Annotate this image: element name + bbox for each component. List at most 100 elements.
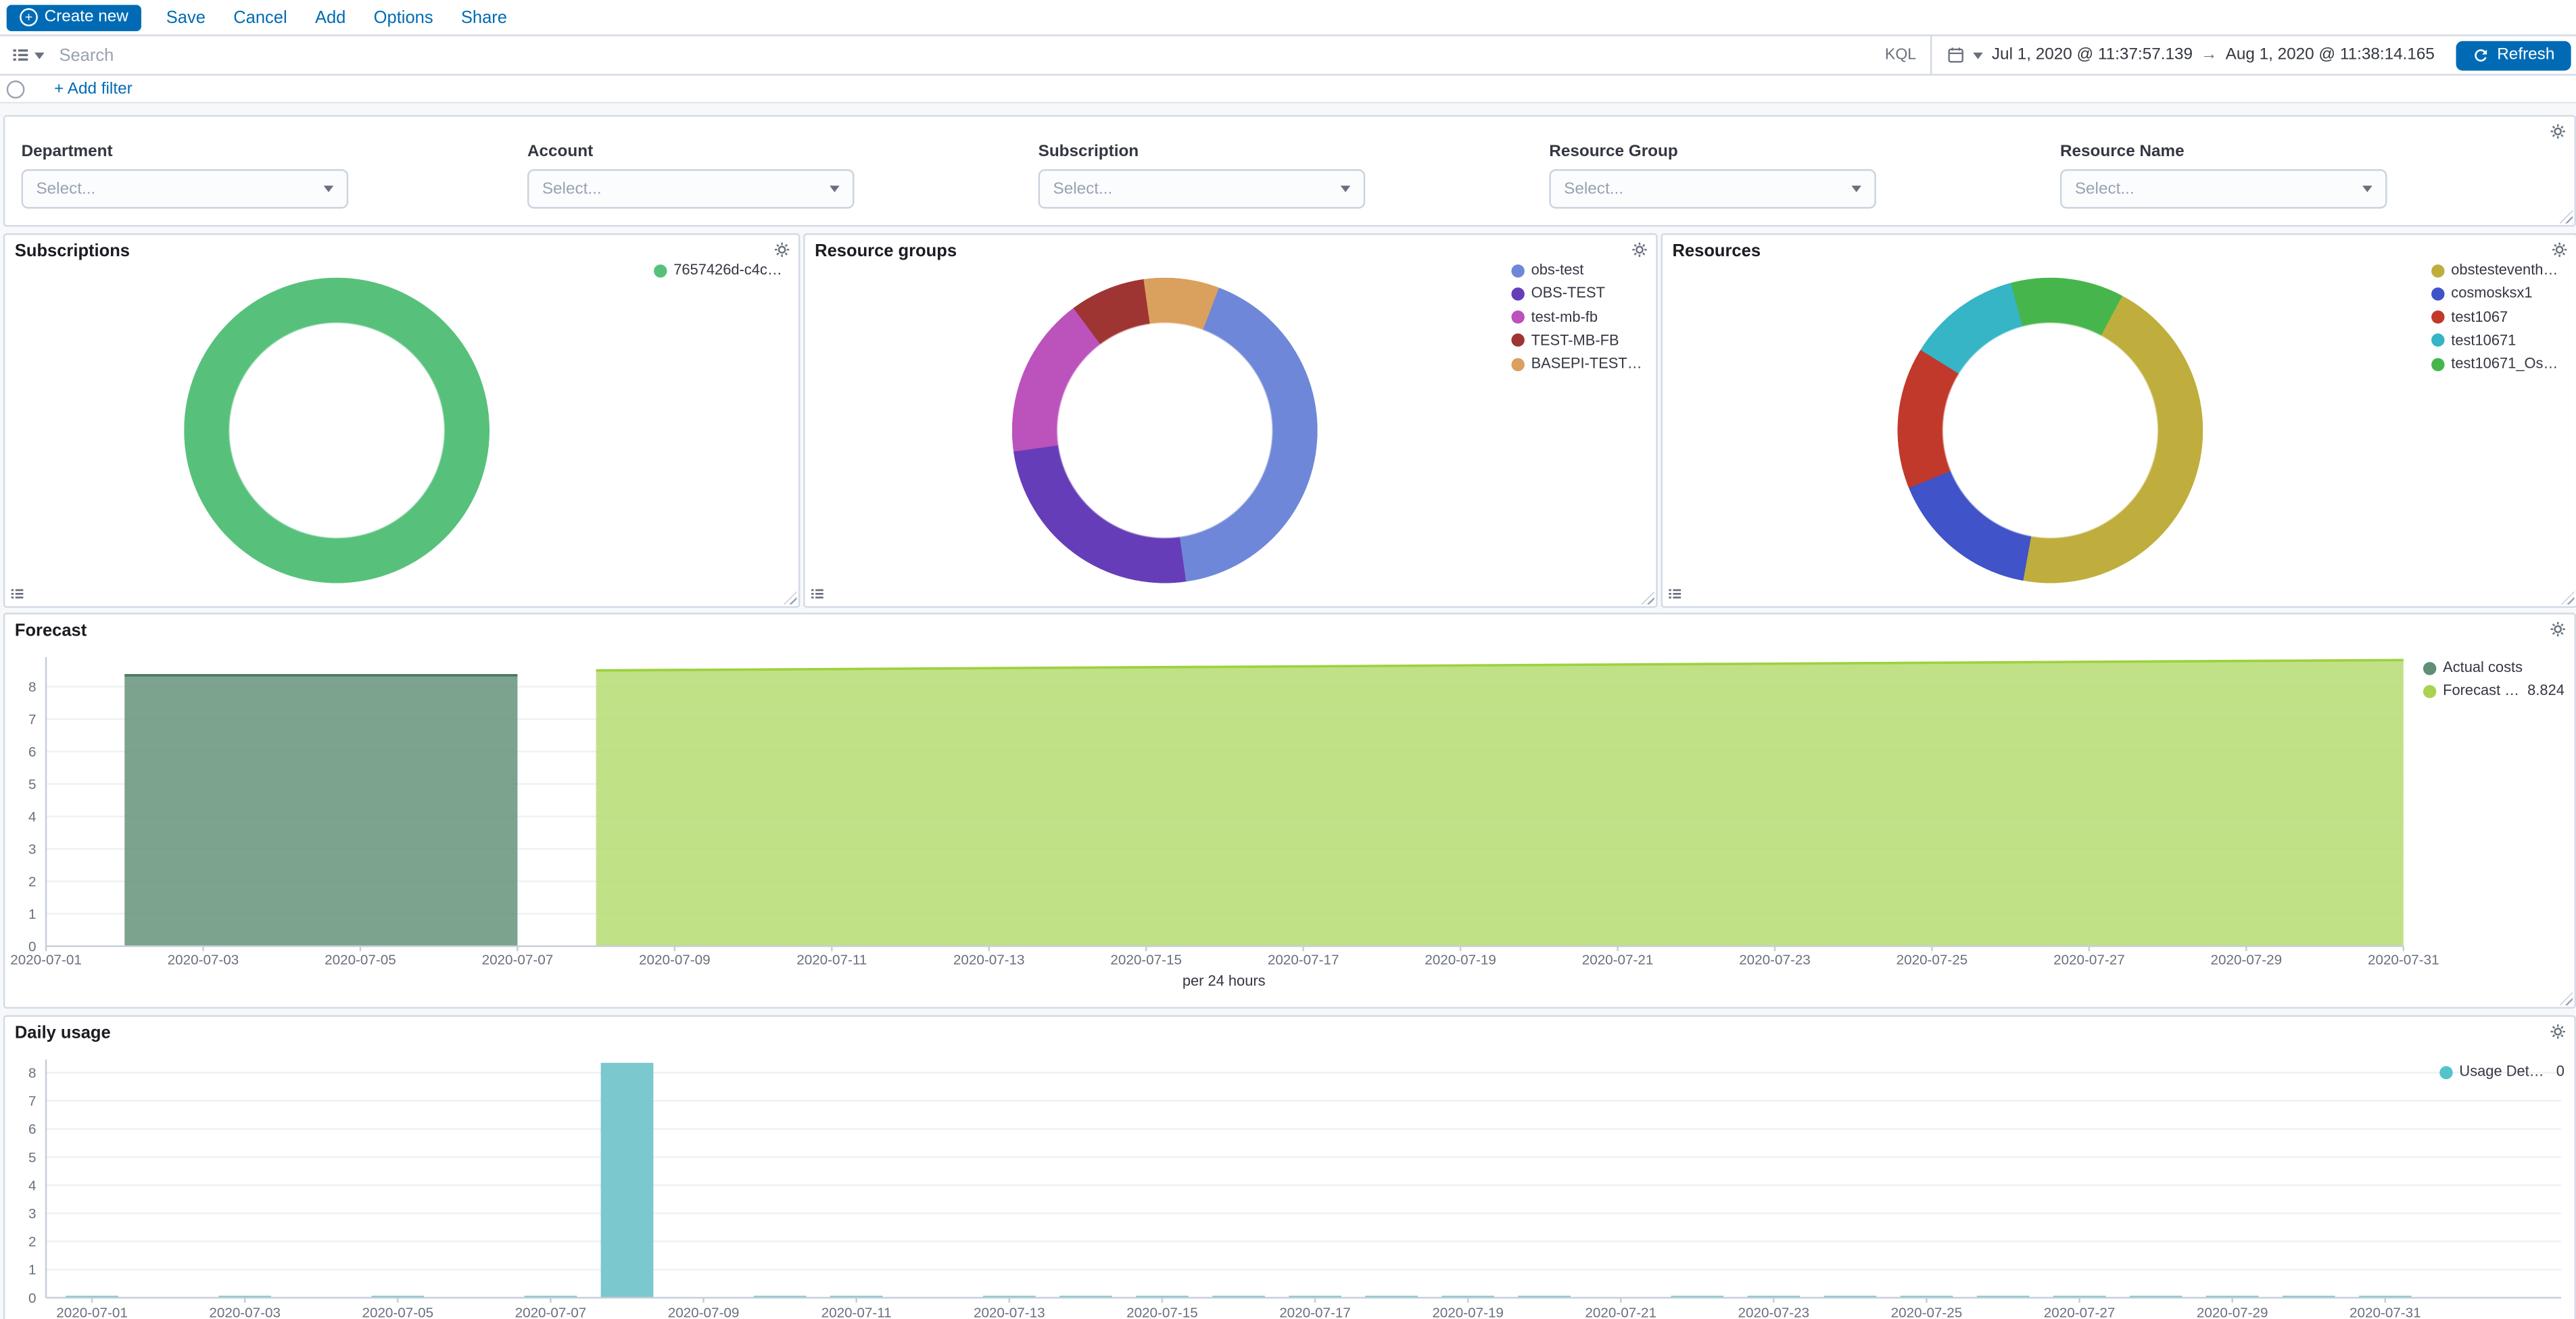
- kql-label[interactable]: KQL: [1884, 46, 1917, 64]
- date-from[interactable]: Jul 1, 2020 @ 11:37:57.139: [1991, 46, 2193, 64]
- date-to[interactable]: Aug 1, 2020 @ 11:38:14.165: [2225, 46, 2435, 64]
- svg-text:2020-07-09: 2020-07-09: [639, 952, 711, 967]
- menu-cancel[interactable]: Cancel: [233, 7, 287, 28]
- legend-item[interactable]: Usage Details 0: [2439, 1063, 2565, 1081]
- add-filter-button[interactable]: + Add filter: [54, 79, 133, 98]
- legend-item[interactable]: test-mb-fb: [1511, 308, 1646, 327]
- saved-query-menu-button[interactable]: [0, 46, 56, 64]
- legend-label: test10671_OsDisk_1_…: [2451, 354, 2566, 372]
- svg-text:2020-07-27: 2020-07-27: [2053, 952, 2125, 967]
- chart-legend: obs-test OBS-TEST test-mb-fb TEST-MB-FB BASE…: [1511, 261, 1646, 373]
- legend-item[interactable]: obstesteventhubs: [2431, 261, 2566, 279]
- legend-dot-icon: [2431, 264, 2445, 277]
- legend-item[interactable]: obs-test: [1511, 261, 1646, 279]
- legend-item[interactable]: cosmosksx1: [2431, 285, 2566, 303]
- legend-dot-icon: [1511, 264, 1525, 277]
- resource-group-select[interactable]: Select...: [1549, 169, 1876, 209]
- svg-text:2020-07-31: 2020-07-31: [2368, 952, 2439, 967]
- resize-handle[interactable]: [784, 591, 797, 605]
- legend-item[interactable]: 7657426d-c4c3-44…: [654, 261, 788, 279]
- plus-icon: +: [20, 8, 38, 26]
- svg-text:2020-07-11: 2020-07-11: [821, 1305, 892, 1319]
- legend-label: OBS-TEST: [1531, 284, 1605, 302]
- legend-item[interactable]: TEST-MB-FB: [1511, 331, 1646, 350]
- svg-text:3: 3: [28, 842, 36, 857]
- date-picker[interactable]: Jul 1, 2020 @ 11:37:57.139 → Aug 1, 2020…: [1931, 36, 2450, 74]
- legend-dot-icon: [1511, 357, 1525, 371]
- refresh-button[interactable]: Refresh: [2456, 40, 2571, 70]
- legend-dot-icon: [2431, 357, 2445, 371]
- create-new-button[interactable]: + Create new: [6, 4, 142, 30]
- resource-name-select[interactable]: Select...: [2059, 169, 2387, 209]
- legend-toggle-icon[interactable]: [1667, 586, 1682, 601]
- svg-text:2: 2: [28, 874, 36, 890]
- select-placeholder: Select...: [542, 180, 602, 198]
- subscriptions-donut-chart[interactable]: [184, 277, 490, 583]
- legend-label: test1067: [2451, 308, 2508, 325]
- svg-text:3: 3: [28, 1206, 36, 1222]
- legend-toggle-icon[interactable]: [810, 586, 825, 601]
- svg-text:4: 4: [28, 809, 36, 825]
- menu-add[interactable]: Add: [314, 7, 346, 28]
- filter-field-account: Account Select...: [527, 143, 855, 209]
- panel-title: Forecast: [14, 621, 87, 641]
- legend-label: Forecast costs: [2443, 681, 2521, 699]
- legend-item[interactable]: test10671_OsDisk_1_…: [2431, 355, 2566, 373]
- svg-text:2020-07-27: 2020-07-27: [2044, 1305, 2116, 1319]
- legend-item[interactable]: Forecast costs 8.824: [2423, 682, 2565, 700]
- dashboard-menu: Save Cancel Add Options Share: [166, 7, 507, 27]
- legend-toggle-icon[interactable]: [10, 586, 25, 601]
- panel-filters: Department Select... Account Select... S…: [3, 115, 2576, 227]
- svg-text:2020-07-21: 2020-07-21: [1585, 1305, 1656, 1319]
- menu-save[interactable]: Save: [166, 7, 206, 28]
- resize-handle[interactable]: [1641, 591, 1654, 605]
- account-select[interactable]: Select...: [527, 169, 855, 209]
- legend-label: 7657426d-c4c3-44…: [673, 261, 789, 278]
- svg-text:2020-07-07: 2020-07-07: [515, 1305, 587, 1319]
- legend-dot-icon: [2423, 684, 2437, 698]
- legend-label: cosmosksx1: [2451, 284, 2533, 302]
- legend-item[interactable]: test1067: [2431, 308, 2566, 327]
- legend-item[interactable]: test10671: [2431, 331, 2566, 350]
- filter-options-icon[interactable]: [6, 79, 25, 98]
- daily-usage-bar-chart[interactable]: 2020-07-01 2020-07-03 2020-07-05 2020-07-07…: [5, 1017, 2574, 1319]
- legend-label: Usage Details: [2459, 1063, 2550, 1080]
- svg-text:5: 5: [28, 777, 36, 792]
- department-select[interactable]: Select...: [21, 169, 349, 209]
- legend-item[interactable]: Actual costs: [2423, 658, 2565, 677]
- resize-handle[interactable]: [2561, 591, 2575, 605]
- panel-resources: Resources obstesteventhubs cosmosksx1 test…: [1661, 233, 2576, 608]
- top-menu-bar: + Create new Save Cancel Add Options Sha…: [0, 0, 2576, 37]
- legend-item[interactable]: OBS-TEST: [1511, 285, 1646, 303]
- filter-field-resource-group: Resource Group Select...: [1549, 143, 1876, 209]
- panel-options-gear-icon[interactable]: [2551, 241, 2567, 258]
- panel-options-gear-icon[interactable]: [1631, 241, 1648, 258]
- panel-forecast: Forecast 2020-07-01 2020-07-03 2020-07-05 2…: [3, 613, 2576, 1009]
- resources-donut-chart[interactable]: [1897, 277, 2203, 583]
- svg-text:2020-07-23: 2020-07-23: [1738, 1305, 1810, 1319]
- svg-text:8: 8: [28, 679, 36, 695]
- panel-options-gear-icon[interactable]: [773, 241, 790, 258]
- resource-groups-donut-chart[interactable]: [1011, 277, 1318, 583]
- svg-text:2020-07-17: 2020-07-17: [1268, 952, 1339, 967]
- legend-item[interactable]: BASEPI-TESTING: [1511, 355, 1646, 373]
- legend-dot-icon: [2439, 1065, 2453, 1079]
- subscription-select[interactable]: Select...: [1038, 169, 1366, 209]
- chevron-down-icon: [1851, 185, 1861, 193]
- forecast-area-chart[interactable]: 2020-07-01 2020-07-03 2020-07-05 2020-07-07…: [5, 615, 2574, 1004]
- search-input[interactable]: [55, 43, 1871, 67]
- resize-handle[interactable]: [2559, 210, 2573, 224]
- panel-title: Subscriptions: [14, 241, 130, 262]
- svg-text:2: 2: [28, 1234, 36, 1250]
- refresh-icon: [2473, 47, 2489, 63]
- svg-text:2020-07-25: 2020-07-25: [1891, 1305, 1963, 1319]
- menu-options[interactable]: Options: [373, 7, 433, 28]
- filter-field-resource-name: Resource Name Select...: [2059, 143, 2387, 209]
- menu-share[interactable]: Share: [460, 7, 508, 28]
- svg-text:2020-07-15: 2020-07-15: [1126, 1305, 1198, 1319]
- panel-options-gear-icon[interactable]: [2550, 123, 2566, 139]
- svg-text:6: 6: [28, 744, 36, 760]
- legend-value: 0: [2556, 1063, 2565, 1080]
- chart-legend: obstesteventhubs cosmosksx1 test1067 test10…: [2431, 261, 2566, 373]
